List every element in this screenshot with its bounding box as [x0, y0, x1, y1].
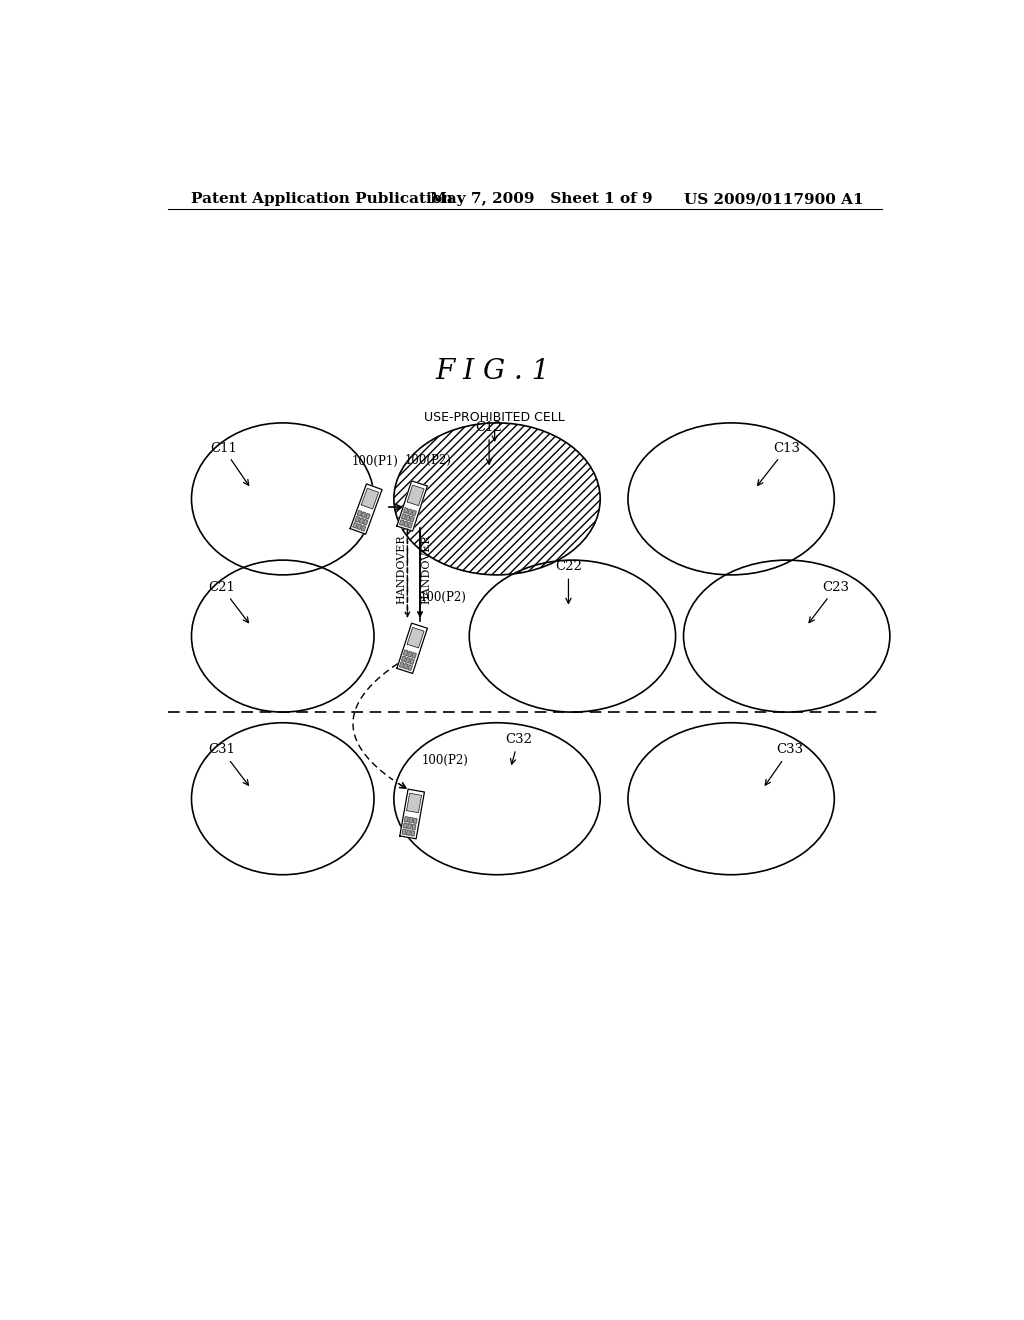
Polygon shape [364, 520, 368, 525]
Polygon shape [401, 656, 406, 661]
Ellipse shape [394, 422, 600, 576]
Text: C31: C31 [208, 743, 249, 785]
Text: 100(P2): 100(P2) [420, 591, 467, 605]
Polygon shape [408, 510, 412, 515]
Text: C33: C33 [765, 743, 804, 785]
Polygon shape [359, 517, 364, 524]
Polygon shape [406, 657, 411, 663]
Polygon shape [403, 649, 408, 656]
Text: 100(P2): 100(P2) [404, 454, 451, 467]
FancyArrowPatch shape [418, 531, 422, 616]
Polygon shape [361, 525, 366, 531]
Text: C22: C22 [555, 561, 582, 603]
Polygon shape [413, 818, 417, 824]
Polygon shape [350, 484, 382, 535]
Text: HANDOVER: HANDOVER [422, 535, 431, 605]
Polygon shape [408, 627, 424, 648]
Polygon shape [408, 486, 424, 506]
Polygon shape [361, 488, 379, 508]
Polygon shape [357, 511, 361, 516]
Polygon shape [361, 512, 366, 517]
Polygon shape [406, 515, 411, 520]
Polygon shape [408, 665, 413, 671]
Text: F I G . 1: F I G . 1 [436, 358, 550, 385]
Text: Patent Application Publication: Patent Application Publication [191, 191, 454, 206]
Text: 100(P1): 100(P1) [352, 455, 398, 467]
Text: C11: C11 [210, 442, 249, 486]
Text: US 2009/0117900 A1: US 2009/0117900 A1 [684, 191, 863, 206]
Polygon shape [403, 664, 409, 669]
Polygon shape [366, 513, 370, 519]
Polygon shape [403, 521, 409, 527]
Polygon shape [355, 516, 359, 521]
Polygon shape [410, 659, 415, 664]
Polygon shape [402, 829, 407, 834]
Polygon shape [411, 830, 415, 836]
Polygon shape [399, 520, 403, 525]
Polygon shape [407, 830, 411, 836]
Polygon shape [399, 789, 424, 838]
Polygon shape [404, 817, 409, 822]
Polygon shape [408, 523, 413, 528]
Text: USE-PROHIBITED CELL: USE-PROHIBITED CELL [424, 411, 565, 441]
Polygon shape [401, 513, 406, 519]
Polygon shape [407, 793, 422, 813]
Polygon shape [397, 623, 427, 673]
Polygon shape [357, 524, 361, 529]
Polygon shape [403, 508, 408, 513]
Text: C13: C13 [758, 442, 800, 486]
Polygon shape [408, 651, 412, 657]
Polygon shape [412, 652, 417, 659]
Text: C21: C21 [208, 581, 249, 623]
Text: C12: C12 [476, 421, 503, 465]
Polygon shape [410, 516, 415, 521]
Polygon shape [408, 824, 412, 829]
Polygon shape [399, 663, 403, 668]
Polygon shape [412, 825, 416, 830]
Polygon shape [353, 523, 357, 528]
Text: C23: C23 [809, 581, 849, 623]
Text: 100(P2): 100(P2) [422, 754, 469, 767]
FancyArrowPatch shape [406, 531, 410, 616]
Polygon shape [412, 511, 417, 516]
Text: HANDOVER: HANDOVER [396, 535, 406, 605]
Text: C32: C32 [505, 734, 531, 764]
Polygon shape [397, 480, 427, 531]
Polygon shape [409, 817, 413, 822]
Polygon shape [403, 822, 408, 828]
Text: May 7, 2009   Sheet 1 of 9: May 7, 2009 Sheet 1 of 9 [430, 191, 652, 206]
